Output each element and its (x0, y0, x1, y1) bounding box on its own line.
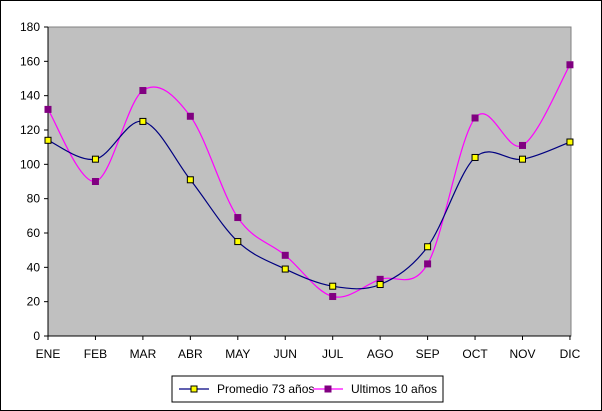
x-tick-label: NOV (509, 347, 535, 361)
data-point (281, 251, 289, 259)
data-point (376, 281, 384, 288)
series-1 (44, 117, 574, 290)
y-tick-label: 140 (20, 89, 40, 103)
x-tick-label: ABR (178, 347, 203, 361)
legend-label: Promedio 73 años (217, 382, 314, 396)
y-tick-label: 0 (33, 329, 40, 343)
legend-box (171, 375, 444, 403)
data-point (139, 87, 147, 95)
data-point (186, 176, 194, 184)
x-tick-label: MAY (225, 347, 250, 361)
x-tick-label: SEP (416, 347, 440, 361)
x-tick-label: ENE (36, 347, 61, 361)
data-point (234, 214, 242, 222)
data-point (424, 243, 432, 251)
x-tick-label: OCT (462, 347, 488, 361)
data-point (424, 260, 432, 268)
data-point (234, 238, 242, 246)
axes: 0 20 40 60 80 100 120 140 160 180 ENE FEB MAR ABR MAY J… (20, 20, 581, 361)
data-point (471, 114, 479, 122)
data-point (44, 136, 52, 144)
legend-marker (190, 385, 198, 393)
legend: Promedio 73 años Ultimos 10 años (171, 375, 444, 403)
x-tick-label: MAR (130, 347, 157, 361)
data-point (471, 153, 479, 161)
y-tick-label: 40 (27, 260, 41, 274)
y-tick-label: 60 (27, 226, 41, 240)
data-point (281, 265, 289, 273)
legend-label: Ultimos 10 años (351, 382, 437, 396)
series-layer (44, 61, 574, 301)
x-tick-label: FEB (84, 347, 107, 361)
y-tick-label: 20 (27, 295, 41, 309)
data-point (566, 138, 574, 146)
y-tick-label: 120 (20, 123, 40, 137)
x-tick-label: AGO (367, 347, 394, 361)
y-tick-label: 160 (20, 54, 40, 68)
legend-marker (324, 385, 332, 393)
data-point (329, 282, 337, 290)
data-point (519, 155, 526, 163)
data-point (91, 178, 99, 185)
series-line (47, 64, 571, 298)
y-tick-label: 100 (20, 157, 40, 171)
series-2 (44, 61, 574, 301)
data-point (186, 112, 194, 120)
y-tick-label: 80 (27, 192, 41, 206)
x-tick-label: DIC (560, 347, 581, 361)
x-tick-label: JUN (274, 347, 297, 361)
x-tick-label: JUL (322, 347, 344, 361)
plot-area (47, 26, 572, 337)
data-point (329, 293, 337, 301)
data-point (566, 61, 574, 69)
data-point (139, 117, 147, 125)
data-point (44, 105, 52, 113)
data-point (91, 155, 99, 163)
y-tick-label: 180 (20, 20, 40, 34)
data-point (519, 141, 526, 149)
